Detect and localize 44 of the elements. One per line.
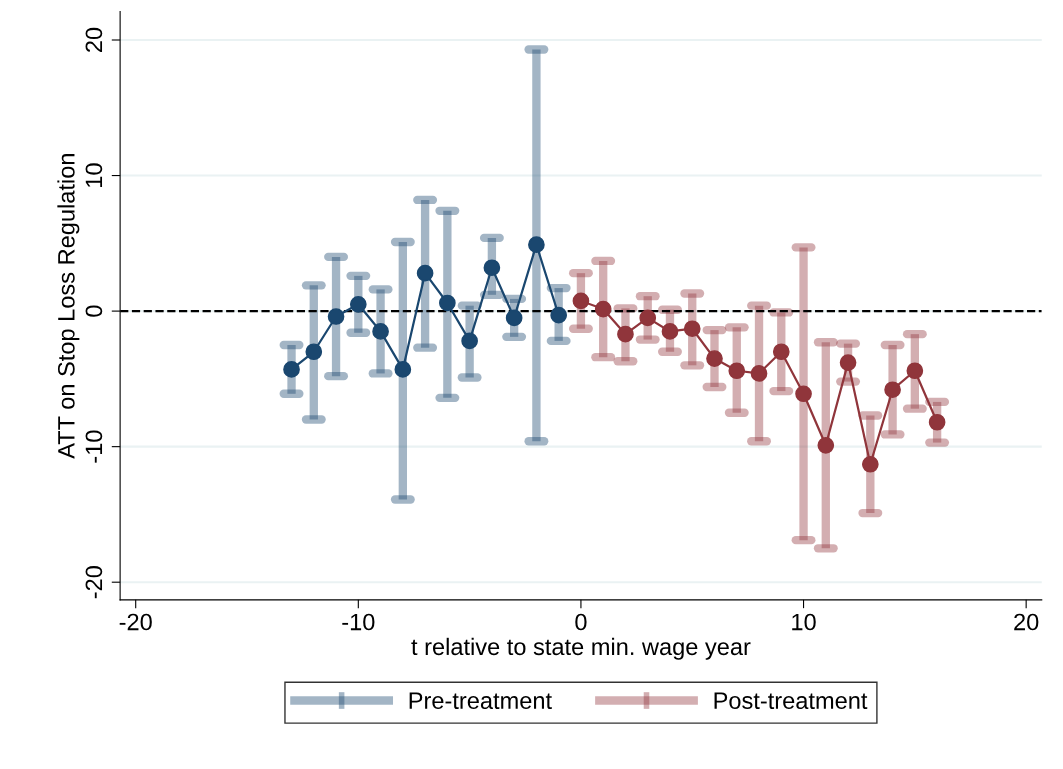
point <box>505 309 523 327</box>
point <box>594 300 612 318</box>
point <box>439 294 456 312</box>
x-tick-label: -10 <box>342 613 375 631</box>
point <box>372 323 389 340</box>
point <box>906 362 924 380</box>
point <box>572 292 590 310</box>
point <box>416 264 434 282</box>
x-tick-label: 10 <box>792 613 816 631</box>
point <box>461 332 478 350</box>
legend-label: Pre-treatment <box>409 692 552 710</box>
y-tick-label: 0 <box>85 305 103 317</box>
x-tick-label: 20 <box>1014 613 1039 631</box>
point <box>550 306 568 324</box>
legend-label: Post-treatment <box>714 692 868 710</box>
point <box>683 320 701 338</box>
y-tick-label: 10 <box>85 163 103 187</box>
point <box>750 365 768 382</box>
point <box>861 455 879 473</box>
y-axis-title: ATT on Stop Loss Regulation <box>57 154 80 459</box>
x-axis-title: t relative to state min. wage year <box>411 637 751 660</box>
point <box>483 259 501 277</box>
y-tick-label: -20 <box>85 566 103 599</box>
point <box>283 361 300 378</box>
point <box>928 413 946 431</box>
x-tick-label: -20 <box>119 613 152 631</box>
point <box>617 325 634 343</box>
y-tick-label: 20 <box>85 27 103 52</box>
point <box>639 309 657 327</box>
point <box>706 350 723 367</box>
y-tick-label: -10 <box>85 430 103 463</box>
point <box>349 295 367 313</box>
point <box>327 308 345 325</box>
point <box>884 381 901 399</box>
point <box>795 385 812 403</box>
point <box>728 362 746 380</box>
point <box>839 354 857 371</box>
point <box>394 361 412 378</box>
point <box>817 436 835 454</box>
point <box>305 343 323 361</box>
point <box>528 236 545 254</box>
point <box>772 343 790 361</box>
x-tick-label: 0 <box>575 613 587 631</box>
point <box>661 323 679 340</box>
